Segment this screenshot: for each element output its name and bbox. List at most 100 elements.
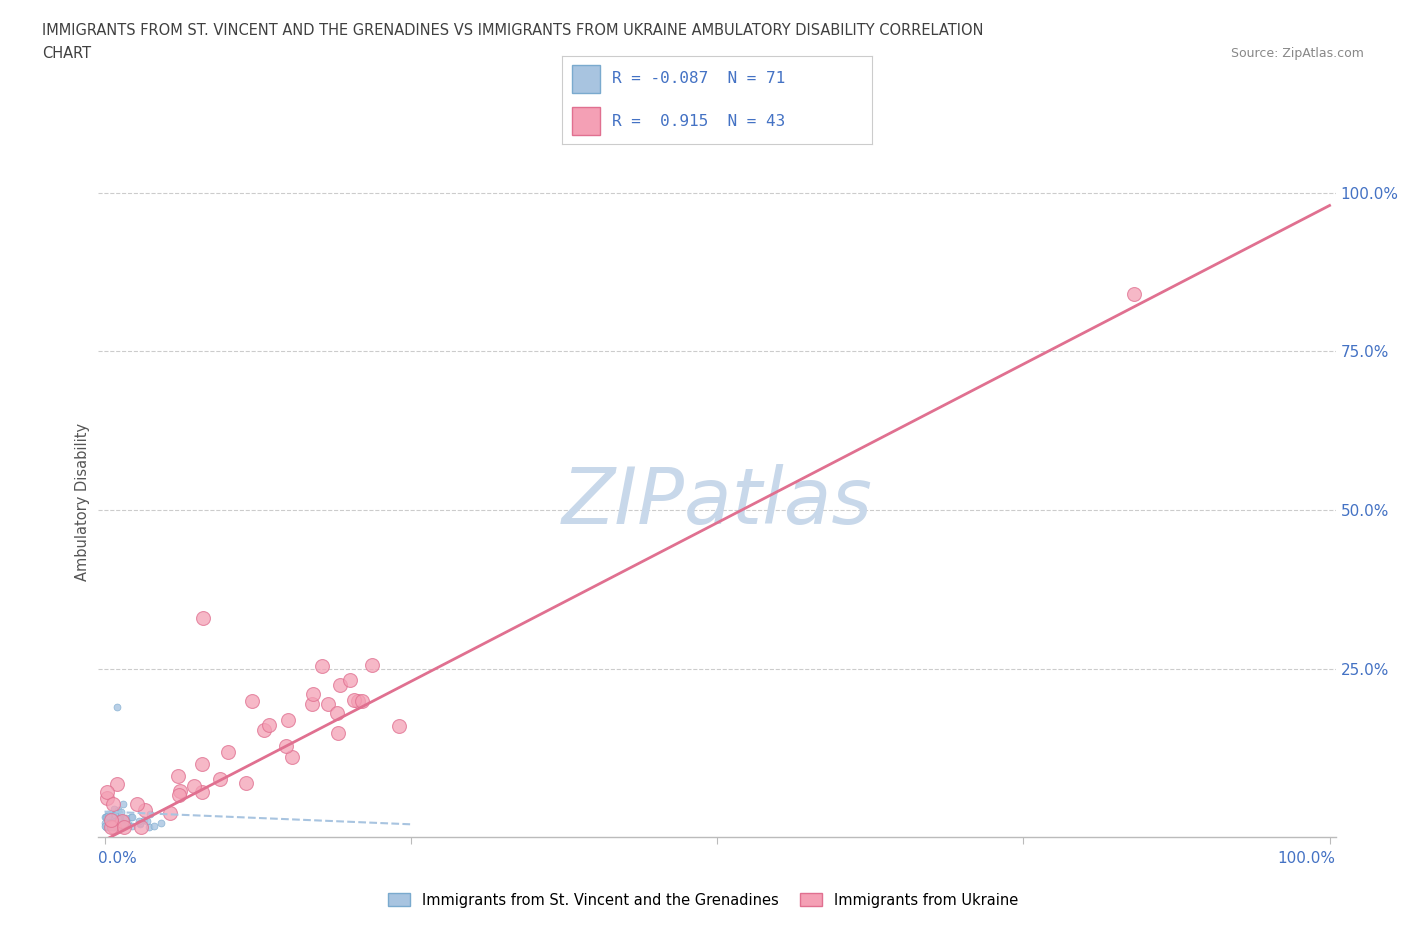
Point	[97, 817, 120, 832]
Point	[110, 804, 132, 819]
Point	[311, 658, 333, 673]
Point	[94, 810, 117, 825]
Point	[101, 818, 124, 833]
Y-axis label: Ambulatory Disability: Ambulatory Disability	[75, 423, 90, 581]
Point	[191, 611, 214, 626]
Point	[101, 797, 124, 812]
Point	[326, 726, 349, 741]
Point	[128, 816, 150, 830]
Point	[191, 784, 214, 799]
Point	[208, 771, 231, 786]
Point	[98, 817, 121, 831]
Point	[104, 807, 127, 822]
Point	[96, 819, 118, 834]
Point	[100, 820, 122, 835]
Point	[318, 697, 340, 711]
Point	[350, 693, 373, 708]
Point	[97, 808, 120, 823]
Point	[108, 810, 131, 825]
Point	[125, 796, 148, 811]
Point	[101, 817, 124, 831]
Point	[112, 819, 135, 834]
Point	[110, 814, 132, 829]
Point	[136, 813, 159, 828]
Point	[301, 697, 323, 711]
Point	[100, 811, 122, 826]
Point	[142, 819, 165, 834]
Point	[94, 819, 117, 834]
Point	[96, 810, 118, 825]
Text: 0.0%: 0.0%	[98, 851, 138, 866]
Point	[326, 706, 349, 721]
Point	[105, 817, 128, 831]
Point	[96, 791, 118, 806]
Point	[149, 816, 172, 830]
Point	[128, 817, 150, 831]
Point	[103, 802, 125, 817]
Point	[105, 818, 128, 833]
Point	[104, 819, 127, 834]
Point	[103, 819, 125, 834]
Point	[167, 788, 190, 803]
Point	[104, 818, 127, 833]
Bar	[572, 65, 599, 93]
Point	[100, 813, 122, 828]
Point	[104, 817, 127, 832]
Point	[94, 810, 117, 825]
Point	[339, 672, 361, 687]
Point	[257, 718, 280, 733]
Point	[110, 813, 132, 828]
Point	[101, 820, 124, 835]
Point	[387, 719, 409, 734]
Point	[240, 693, 263, 708]
Point	[103, 820, 125, 835]
Text: IMMIGRANTS FROM ST. VINCENT AND THE GRENADINES VS IMMIGRANTS FROM UKRAINE AMBULA: IMMIGRANTS FROM ST. VINCENT AND THE GREN…	[42, 23, 984, 38]
Point	[103, 815, 125, 830]
Point	[103, 809, 125, 824]
Point	[104, 819, 127, 834]
Point	[101, 815, 124, 830]
Point	[97, 810, 120, 825]
Point	[274, 739, 297, 754]
Point	[110, 817, 132, 831]
Point	[183, 778, 205, 793]
Legend: Immigrants from St. Vincent and the Grenadines, Immigrants from Ukraine: Immigrants from St. Vincent and the Gren…	[382, 886, 1024, 913]
Point	[98, 820, 121, 835]
Point	[103, 819, 125, 834]
Point	[93, 816, 115, 830]
Point	[111, 818, 134, 833]
Point	[100, 817, 122, 831]
Point	[166, 768, 188, 783]
Point	[115, 811, 138, 826]
Point	[121, 819, 143, 834]
Point	[117, 817, 139, 831]
Point	[100, 809, 122, 824]
Point	[235, 776, 257, 790]
Point	[115, 817, 138, 832]
Point	[94, 817, 117, 832]
Point	[347, 694, 370, 709]
Point	[138, 819, 160, 834]
Point	[98, 817, 121, 832]
Point	[121, 810, 143, 825]
Bar	[572, 107, 599, 136]
Point	[105, 699, 128, 714]
Point	[112, 812, 135, 827]
Point	[94, 818, 117, 833]
Text: Source: ZipAtlas.com: Source: ZipAtlas.com	[1230, 46, 1364, 60]
Point	[107, 812, 129, 827]
Point	[104, 812, 127, 827]
Point	[111, 813, 134, 828]
Point	[98, 817, 121, 831]
Point	[114, 819, 136, 834]
Point	[120, 809, 142, 824]
Point	[107, 803, 129, 817]
Text: CHART: CHART	[42, 46, 91, 61]
Point	[169, 784, 191, 799]
Point	[97, 807, 120, 822]
Point	[94, 810, 117, 825]
Point	[361, 658, 384, 672]
Point	[343, 693, 366, 708]
Point	[301, 686, 323, 701]
Point	[103, 806, 125, 821]
